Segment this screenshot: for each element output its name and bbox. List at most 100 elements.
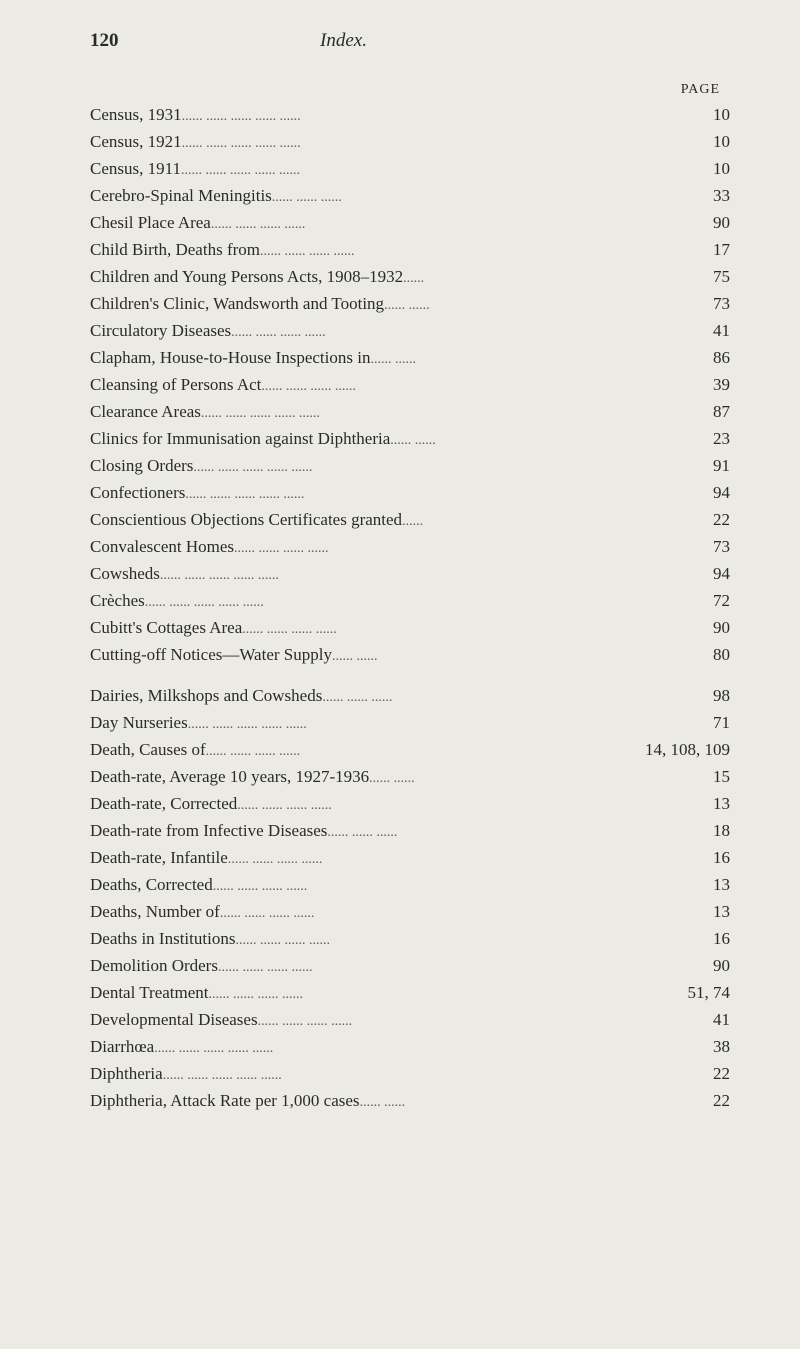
index-row: Cowsheds ...... ...... ...... ...... ...… [90, 565, 730, 583]
index-row: Diarrhœa ...... ...... ...... ...... ...… [90, 1038, 730, 1056]
index-row: Child Birth, Deaths from ...... ...... .… [90, 241, 730, 259]
entry-label: Confectioners [90, 484, 185, 501]
leader-dots: ...... ...... [369, 768, 680, 786]
index-row: Diphtheria, Attack Rate per 1,000 cases … [90, 1092, 730, 1110]
page-reference: 72 [680, 592, 730, 609]
entry-label: Deaths, Number of [90, 903, 220, 920]
leader-dots: ...... ...... ...... ...... [234, 538, 680, 556]
index-row: Death-rate from Infective Diseases .....… [90, 822, 730, 840]
index-row: Clapham, House-to-House Inspections in .… [90, 349, 730, 367]
entry-label: Deaths, Corrected [90, 876, 213, 893]
leader-dots: ...... [402, 511, 680, 529]
index-row: Dental Treatment ...... ...... ...... ..… [90, 984, 730, 1002]
page-reference: 22 [680, 1092, 730, 1109]
page-reference: 94 [680, 565, 730, 582]
leader-dots: ...... ...... ...... ...... ...... [201, 403, 680, 421]
leader-dots: ...... ...... ...... ...... ...... [145, 592, 680, 610]
leader-dots: ...... ...... ...... ...... [209, 984, 678, 1002]
index-row: Census, 1921 ...... ...... ...... ......… [90, 133, 730, 151]
page-reference: 73 [680, 295, 730, 312]
page-reference: 90 [680, 957, 730, 974]
page-number: 120 [90, 30, 170, 52]
entry-label: Death-rate from Infective Diseases [90, 822, 327, 839]
entry-label: Cerebro-Spinal Meningitis [90, 187, 272, 204]
leader-dots: ...... ...... ...... ...... [237, 795, 680, 813]
index-row: Death-rate, Infantile ...... ...... ....… [90, 849, 730, 867]
index-row: Convalescent Homes ...... ...... ...... … [90, 538, 730, 556]
page-reference: 90 [680, 619, 730, 636]
leader-dots: ...... ...... ...... [322, 687, 680, 705]
page-reference: 22 [680, 511, 730, 528]
entry-label: Death, Causes of [90, 741, 206, 758]
page-reference: 71 [680, 714, 730, 731]
entry-label: Cubitt's Cottages Area [90, 619, 242, 636]
entry-label: Chesil Place Area [90, 214, 211, 231]
leader-dots: ...... ...... ...... ...... ...... [163, 1065, 680, 1083]
entry-label: Dairies, Milkshops and Cowsheds [90, 687, 322, 704]
page-reference: 39 [680, 376, 730, 393]
page-reference: 87 [680, 403, 730, 420]
leader-dots: ...... ...... ...... ...... ...... [182, 106, 680, 124]
leader-dots: ...... ...... ...... ...... [231, 322, 680, 340]
index-row: Census, 1911 ...... ...... ...... ......… [90, 160, 730, 178]
entry-label: Death-rate, Corrected [90, 795, 237, 812]
index-row: Circulatory Diseases ...... ...... .....… [90, 322, 730, 340]
page-reference: 10 [680, 106, 730, 123]
page-reference: 80 [680, 646, 730, 663]
index-row: Cleansing of Persons Act ...... ...... .… [90, 376, 730, 394]
page-reference: 17 [680, 241, 730, 258]
leader-dots: ...... [403, 268, 680, 286]
index-row: Children and Young Persons Acts, 1908–19… [90, 268, 730, 286]
entry-label: Death-rate, Infantile [90, 849, 228, 866]
page-reference: 14, 108, 109 [635, 741, 730, 758]
index-row: Death-rate, Average 10 years, 1927-1936 … [90, 768, 730, 786]
entry-label: Dental Treatment [90, 984, 209, 1001]
page-reference: 16 [680, 930, 730, 947]
entry-label: Convalescent Homes [90, 538, 234, 555]
page-reference: 13 [680, 876, 730, 893]
leader-dots: ...... ...... ...... ...... ...... [188, 714, 680, 732]
leader-dots: ...... ...... ...... ...... [235, 930, 680, 948]
column-header: PAGE [90, 82, 730, 98]
page-header: 120 Index. [90, 30, 730, 52]
entry-label: Conscientious Objections Certificates gr… [90, 511, 402, 528]
index-row: Confectioners ...... ...... ...... .....… [90, 484, 730, 502]
leader-dots: ...... ...... ...... [272, 187, 680, 205]
page-reference: 13 [680, 903, 730, 920]
leader-dots: ...... ...... ...... ...... [211, 214, 680, 232]
leader-dots: ...... ...... [370, 349, 680, 367]
index-list: Census, 1931 ...... ...... ...... ......… [90, 106, 730, 1110]
entry-label: Cowsheds [90, 565, 160, 582]
leader-dots: ...... ...... [332, 646, 680, 664]
page-reference: 94 [680, 484, 730, 501]
index-row: Cerebro-Spinal Meningitis ...... ...... … [90, 187, 730, 205]
page-reference: 18 [680, 822, 730, 839]
entry-label: Developmental Diseases [90, 1011, 258, 1028]
index-row: Day Nurseries ...... ...... ...... .....… [90, 714, 730, 732]
page-reference: 10 [680, 133, 730, 150]
entry-label: Census, 1921 [90, 133, 182, 150]
index-row: Dairies, Milkshops and Cowsheds ...... .… [90, 687, 730, 705]
index-row: Chesil Place Area ...... ...... ...... .… [90, 214, 730, 232]
index-row: Crèches ...... ...... ...... ...... ....… [90, 592, 730, 610]
index-row: Death-rate, Corrected ...... ...... ....… [90, 795, 730, 813]
index-row: Diphtheria ...... ...... ...... ...... .… [90, 1065, 730, 1083]
entry-label: Demolition Orders [90, 957, 218, 974]
entry-label: Clearance Areas [90, 403, 201, 420]
leader-dots: ...... ...... ...... ...... [220, 903, 680, 921]
page-reference: 23 [680, 430, 730, 447]
leader-dots: ...... ...... ...... ...... [260, 241, 680, 259]
leader-dots: ...... ...... [360, 1092, 680, 1110]
entry-label: Child Birth, Deaths from [90, 241, 260, 258]
entry-label: Cutting-off Notices—Water Supply [90, 646, 332, 663]
entry-label: Death-rate, Average 10 years, 1927-1936 [90, 768, 369, 785]
index-row: Cutting-off Notices—Water Supply ...... … [90, 646, 730, 664]
page-reference: 51, 74 [678, 984, 731, 1001]
index-row: Death, Causes of ...... ...... ...... ..… [90, 741, 730, 759]
page-reference: 38 [680, 1038, 730, 1055]
page-reference: 10 [680, 160, 730, 177]
leader-dots: ...... ...... ...... ...... [213, 876, 680, 894]
leader-dots: ...... ...... ...... ...... ...... [193, 457, 680, 475]
page-reference: 91 [680, 457, 730, 474]
leader-dots: ...... ...... [390, 430, 680, 448]
